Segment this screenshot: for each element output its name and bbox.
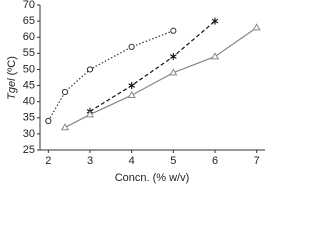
circle-marker [170,27,177,34]
triangle-marker [85,110,95,118]
triangle-marker [127,90,136,99]
circle-marker [45,117,52,125]
y-axis-label-unit: (ºC) [6,56,18,75]
y-tick-label: 70 [23,0,35,11]
asterisk-stroke [128,83,135,88]
asterisk-marker [128,82,135,90]
circle-marker [128,43,135,50]
y-tick-label: 50 [23,63,35,75]
triangle-marker [252,23,261,31]
x-axis-label: Concn. (% w/v) [115,172,190,184]
y-tick-label: 45 [23,79,35,91]
series-line [47,30,174,122]
y-axis-label-name: Tgel [6,78,18,100]
y-tick-label: 65 [23,15,35,27]
x-tick-label: 7 [254,155,260,167]
y-tick-label: 55 [23,47,35,59]
circle-marker [61,88,69,96]
chart: Concn. (% w/v) Tgel (ºC) 253035404550556… [6,0,265,184]
y-tick-label: 25 [23,144,35,156]
series-line [64,27,258,128]
x-tick-label: 3 [87,155,93,167]
triangle-marker [60,123,70,131]
asterisk-stroke [170,54,177,59]
y-tick-label: 40 [23,96,35,108]
y-tick-label: 30 [23,128,35,140]
asterisk-marker [211,17,219,25]
y-tick-label: 60 [23,31,35,43]
asterisk-stroke [211,18,219,24]
x-tick-label: 6 [212,155,218,167]
series-line [89,20,216,112]
circle-marker [86,66,94,73]
x-tick-label: 5 [170,155,176,167]
triangle-marker [210,52,220,60]
triangle-marker [169,68,178,76]
x-tick-label: 4 [129,155,135,167]
x-tick-label: 2 [45,155,51,167]
y-axis-label: Tgel (ºC) [6,56,18,100]
asterisk-marker [170,53,177,61]
y-tick-label: 35 [23,112,35,124]
